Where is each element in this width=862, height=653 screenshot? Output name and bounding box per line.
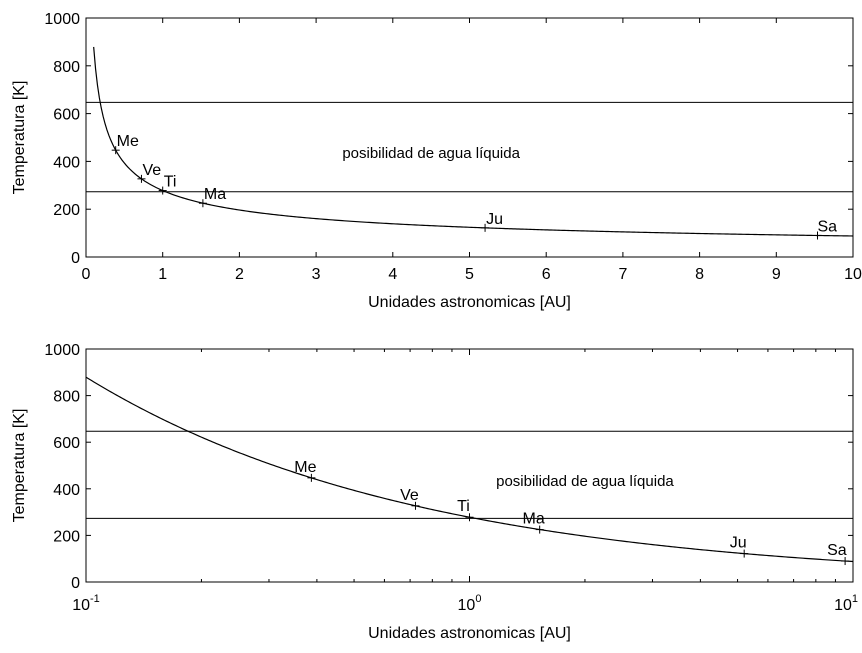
y-tick-label: 800	[53, 59, 80, 76]
x-tick-label: 3	[312, 266, 321, 283]
planet-label-me: Me	[294, 459, 316, 476]
y-tick-label: 0	[71, 575, 80, 592]
x-axis-label: Unidades astronomicas [AU]	[368, 625, 571, 642]
x-tick-base: 10	[834, 597, 852, 614]
y-tick-label: 200	[53, 528, 80, 545]
annotation-text: posibilidad de agua líquida	[496, 473, 674, 490]
x-tick-base: 10	[458, 597, 476, 614]
x-tick-label: 7	[618, 266, 627, 283]
planet-label-me: Me	[117, 133, 139, 150]
y-tick-label: 400	[53, 154, 80, 171]
chart-linear-scale: 0 200 400 600 800 1000 0 1 2 3 4 5 6 7 8 9 10 Unidades as…	[11, 11, 862, 311]
x-tick-label: 101	[834, 593, 858, 614]
planet-label-ve: Ve	[400, 487, 419, 504]
planet-label-ve: Ve	[142, 162, 161, 179]
y-tick-label: 400	[53, 482, 80, 499]
y-axis-label: Temperatura [K]	[11, 81, 28, 195]
x-axis-label: Unidades astronomicas [AU]	[368, 294, 571, 311]
planet-label-ti: Ti	[457, 498, 470, 515]
x-tick-exponent: 1	[852, 593, 858, 605]
x-tick-label: 2	[235, 266, 244, 283]
y-tick-label: 1000	[44, 342, 80, 359]
x-tick-base: 10	[72, 597, 90, 614]
y-tick-label: 800	[53, 389, 80, 406]
x-tick-label: 6	[542, 266, 551, 283]
planet-label-ju: Ju	[730, 535, 747, 552]
y-tick-label: 1000	[44, 11, 80, 28]
x-tick-label: 5	[465, 266, 474, 283]
x-tick-label: 0	[82, 266, 91, 283]
y-tick-label: 200	[53, 202, 80, 219]
x-tick-label: 10	[844, 266, 862, 283]
temperature-curve	[93, 46, 854, 237]
planet-label-ma: Ma	[204, 186, 226, 203]
planet-label-sa: Sa	[827, 542, 847, 559]
planet-label-ju: Ju	[486, 211, 503, 228]
y-axis-label: Temperatura [K]	[11, 409, 28, 523]
x-tick-label: 10-1	[72, 593, 100, 614]
y-tick-label: 0	[71, 250, 80, 267]
y-tick-label: 600	[53, 107, 80, 124]
x-tick-label: 4	[388, 266, 397, 283]
annotation-text: posibilidad de agua líquida	[342, 145, 520, 162]
planet-label-ti: Ti	[164, 174, 177, 191]
plot-frame	[85, 17, 854, 258]
x-tick-label: 100	[458, 593, 482, 614]
x-tick-label: 9	[772, 266, 781, 283]
x-tick-exponent: -1	[90, 593, 100, 605]
x-tick-label: 8	[695, 266, 704, 283]
planet-label-ma: Ma	[523, 511, 545, 528]
y-tick-label: 600	[53, 435, 80, 452]
x-tick-label: 1	[158, 266, 167, 283]
planet-label-sa: Sa	[817, 218, 837, 235]
x-tick-exponent: 0	[475, 593, 481, 605]
